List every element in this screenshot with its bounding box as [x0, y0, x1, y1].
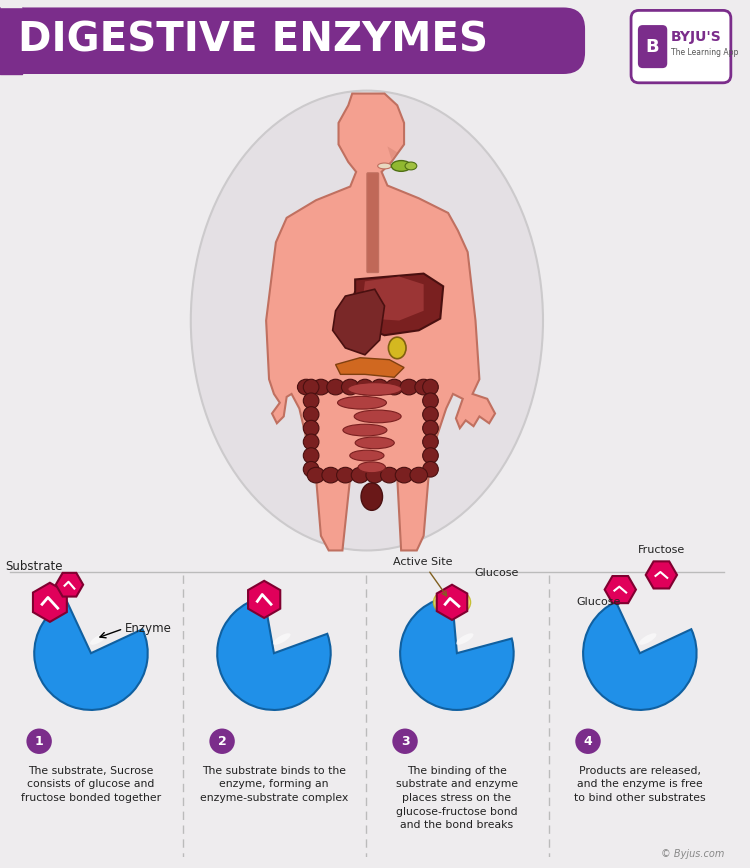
Text: 1: 1	[34, 734, 44, 747]
Ellipse shape	[343, 424, 387, 436]
Text: 2: 2	[217, 734, 226, 747]
Polygon shape	[388, 147, 398, 159]
Text: Enzyme: Enzyme	[125, 622, 172, 635]
Text: The binding of the
substrate and enzyme
places stress on the
glucose-fructose bo: The binding of the substrate and enzyme …	[396, 766, 518, 830]
Ellipse shape	[303, 448, 319, 464]
Ellipse shape	[405, 162, 417, 170]
Ellipse shape	[190, 90, 543, 550]
Polygon shape	[335, 358, 404, 378]
Wedge shape	[400, 596, 514, 710]
Ellipse shape	[303, 434, 319, 450]
Ellipse shape	[423, 434, 438, 450]
Ellipse shape	[370, 379, 388, 395]
Polygon shape	[33, 582, 67, 621]
Ellipse shape	[358, 462, 386, 473]
Ellipse shape	[388, 337, 406, 358]
Ellipse shape	[90, 634, 107, 645]
Ellipse shape	[356, 379, 374, 395]
Ellipse shape	[308, 467, 325, 483]
Ellipse shape	[639, 634, 656, 645]
FancyBboxPatch shape	[638, 25, 668, 68]
Ellipse shape	[415, 379, 433, 395]
Text: Fructose: Fructose	[638, 545, 685, 556]
Ellipse shape	[303, 462, 319, 477]
Text: 3: 3	[400, 734, 410, 747]
Ellipse shape	[410, 467, 428, 483]
Ellipse shape	[361, 483, 382, 510]
Ellipse shape	[366, 467, 383, 483]
Text: 4: 4	[584, 734, 592, 747]
Text: Glucose: Glucose	[576, 597, 620, 608]
Ellipse shape	[303, 379, 319, 395]
Wedge shape	[583, 602, 697, 710]
Polygon shape	[604, 576, 636, 603]
Ellipse shape	[312, 379, 330, 395]
Ellipse shape	[433, 589, 470, 616]
Polygon shape	[333, 289, 385, 355]
Text: © Byjus.com: © Byjus.com	[661, 849, 724, 858]
Ellipse shape	[303, 393, 319, 409]
Ellipse shape	[298, 379, 315, 395]
Ellipse shape	[423, 406, 438, 423]
Ellipse shape	[423, 393, 438, 409]
Text: BYJU'S: BYJU'S	[671, 30, 722, 43]
Polygon shape	[56, 573, 83, 596]
Ellipse shape	[423, 448, 438, 464]
Ellipse shape	[423, 420, 438, 436]
Text: Products are released,
and the enzyme is free
to bind other substrates: Products are released, and the enzyme is…	[574, 766, 706, 803]
Ellipse shape	[348, 383, 401, 396]
Ellipse shape	[341, 379, 359, 395]
Ellipse shape	[338, 397, 386, 409]
Polygon shape	[362, 277, 424, 320]
Wedge shape	[217, 597, 331, 710]
Text: The substrate binds to the
enzyme, forming an
enzyme-substrate complex: The substrate binds to the enzyme, formi…	[200, 766, 348, 803]
Ellipse shape	[392, 161, 411, 171]
Circle shape	[26, 728, 52, 754]
Polygon shape	[350, 273, 443, 335]
Ellipse shape	[356, 437, 395, 449]
Ellipse shape	[380, 467, 398, 483]
Ellipse shape	[423, 379, 438, 395]
Circle shape	[392, 728, 418, 754]
FancyBboxPatch shape	[367, 173, 379, 273]
Ellipse shape	[378, 163, 392, 169]
Ellipse shape	[354, 410, 401, 423]
Ellipse shape	[273, 634, 290, 645]
Ellipse shape	[400, 379, 418, 395]
Ellipse shape	[456, 634, 473, 645]
Text: Glucose: Glucose	[475, 568, 519, 578]
Polygon shape	[646, 562, 677, 589]
Ellipse shape	[386, 379, 403, 395]
Ellipse shape	[327, 379, 344, 395]
Ellipse shape	[303, 406, 319, 423]
Text: B: B	[646, 37, 659, 56]
Text: Active Site: Active Site	[393, 557, 452, 595]
Ellipse shape	[337, 467, 354, 483]
Circle shape	[575, 728, 601, 754]
FancyBboxPatch shape	[631, 10, 730, 82]
Text: The substrate, Sucrose
consists of glucose and
fructose bonded together: The substrate, Sucrose consists of gluco…	[21, 766, 161, 803]
Wedge shape	[34, 602, 148, 710]
Ellipse shape	[303, 420, 319, 436]
Text: Substrate: Substrate	[5, 560, 63, 573]
FancyBboxPatch shape	[0, 8, 585, 74]
Polygon shape	[266, 94, 495, 550]
Ellipse shape	[395, 467, 412, 483]
Ellipse shape	[351, 467, 369, 483]
Ellipse shape	[350, 450, 384, 461]
Polygon shape	[248, 581, 280, 618]
Text: DIGESTIVE ENZYMES: DIGESTIVE ENZYMES	[17, 21, 488, 61]
Ellipse shape	[322, 467, 340, 483]
Circle shape	[209, 728, 235, 754]
Polygon shape	[436, 585, 467, 620]
Ellipse shape	[423, 462, 438, 477]
Text: The Learning App: The Learning App	[671, 48, 739, 57]
